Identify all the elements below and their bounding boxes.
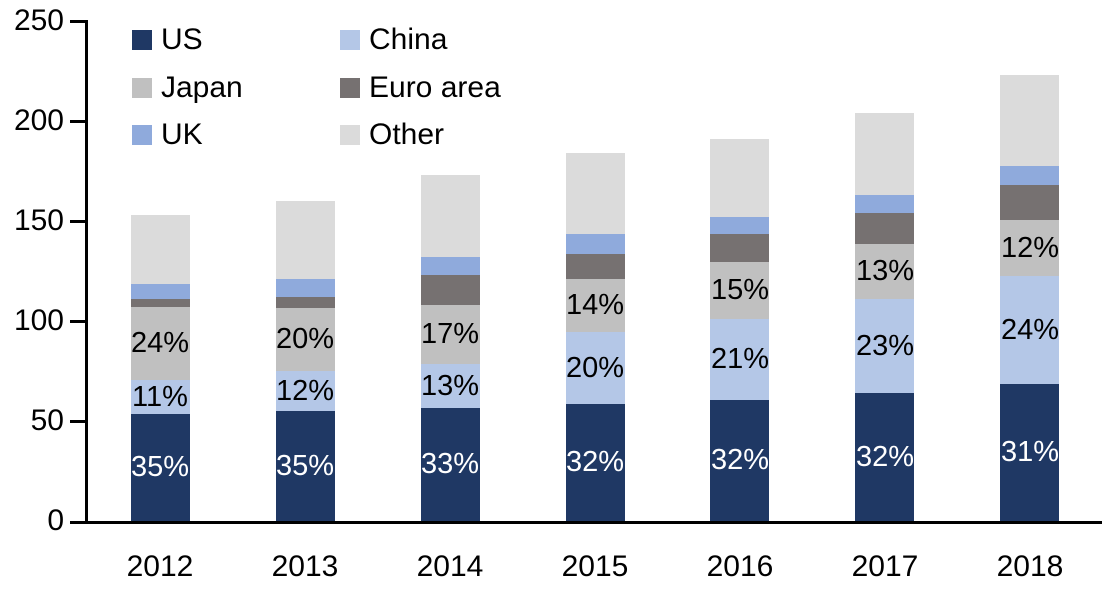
y-tick-mark bbox=[70, 420, 88, 423]
bar-segment-other-2015 bbox=[566, 153, 625, 234]
bar-segment-us-2016 bbox=[710, 400, 769, 521]
bar-segment-euro-area-2015 bbox=[566, 254, 625, 279]
bar-segment-euro-area-2017 bbox=[855, 213, 914, 244]
legend-label-us: US bbox=[161, 23, 203, 56]
bar-segment-other-2012 bbox=[131, 215, 190, 284]
legend-item-uk: UK bbox=[132, 117, 203, 153]
x-tick-label: 2017 bbox=[851, 550, 919, 583]
legend-item-other: Other bbox=[340, 117, 444, 153]
bar-segment-china-2017 bbox=[855, 299, 914, 393]
legend-swatch-china bbox=[340, 30, 360, 50]
bar-segment-other-2014 bbox=[421, 175, 480, 257]
bar-segment-japan-2016 bbox=[710, 262, 769, 319]
bar-segment-us-2013 bbox=[276, 411, 335, 521]
legend-item-euro-area: Euro area bbox=[340, 70, 501, 106]
bar-segment-uk-2016 bbox=[710, 217, 769, 234]
bar-segment-euro-area-2018 bbox=[1000, 185, 1059, 220]
bar-segment-euro-area-2014 bbox=[421, 275, 480, 305]
x-tick-label: 2014 bbox=[416, 550, 484, 583]
x-tick-label: 2016 bbox=[706, 550, 774, 583]
bar-segment-euro-area-2016 bbox=[710, 234, 769, 262]
bar-segment-japan-2018 bbox=[1000, 220, 1059, 276]
x-tick-label: 2018 bbox=[996, 550, 1064, 583]
legend-swatch-japan bbox=[132, 78, 152, 98]
bar-segment-other-2017 bbox=[855, 113, 914, 195]
bar-segment-uk-2014 bbox=[421, 257, 480, 275]
x-tick-label: 2015 bbox=[561, 550, 629, 583]
bar-segment-uk-2018 bbox=[1000, 166, 1059, 185]
bar-segment-us-2012 bbox=[131, 414, 190, 521]
bar-segment-japan-2014 bbox=[421, 305, 480, 364]
y-axis-line bbox=[85, 20, 88, 524]
y-tick-label: 200 bbox=[13, 104, 64, 137]
legend-swatch-uk bbox=[132, 125, 152, 145]
bar-segment-us-2018 bbox=[1000, 384, 1059, 521]
legend-swatch-us bbox=[132, 30, 152, 50]
legend-swatch-other bbox=[340, 125, 360, 145]
bar-segment-uk-2013 bbox=[276, 279, 335, 297]
legend-label-other: Other bbox=[369, 118, 445, 151]
y-tick-mark bbox=[70, 20, 88, 23]
legend-label-uk: UK bbox=[161, 118, 203, 151]
y-tick-label: 50 bbox=[30, 404, 64, 437]
bar-segment-other-2016 bbox=[710, 139, 769, 217]
bar-segment-euro-area-2012 bbox=[131, 299, 190, 307]
legend-item-china: China bbox=[340, 22, 447, 58]
legend-label-euro-area: Euro area bbox=[369, 71, 501, 104]
bar-segment-china-2018 bbox=[1000, 276, 1059, 384]
bar-segment-china-2012 bbox=[131, 380, 190, 414]
x-tick-label: 2013 bbox=[271, 550, 339, 583]
bar-segment-china-2015 bbox=[566, 332, 625, 404]
legend-label-japan: Japan bbox=[161, 71, 243, 104]
bar-segment-china-2016 bbox=[710, 319, 769, 400]
y-tick-mark bbox=[70, 120, 88, 123]
bar-segment-china-2014 bbox=[421, 364, 480, 408]
bar-segment-japan-2012 bbox=[131, 307, 190, 380]
x-tick-label: 2012 bbox=[126, 550, 194, 583]
bar-segment-japan-2015 bbox=[566, 279, 625, 332]
legend-item-japan: Japan bbox=[132, 70, 243, 106]
y-tick-mark bbox=[70, 220, 88, 223]
x-axis-line bbox=[70, 521, 1102, 524]
y-tick-label: 150 bbox=[13, 204, 64, 237]
bar-segment-uk-2017 bbox=[855, 195, 914, 213]
legend-swatch-euro-area bbox=[340, 78, 360, 98]
bar-segment-uk-2012 bbox=[131, 284, 190, 299]
bar-segment-uk-2015 bbox=[566, 234, 625, 254]
y-tick-mark bbox=[70, 320, 88, 323]
bar-segment-us-2015 bbox=[566, 404, 625, 521]
y-tick-label: 100 bbox=[13, 304, 64, 337]
bar-segment-us-2014 bbox=[421, 408, 480, 521]
bar-segment-japan-2017 bbox=[855, 244, 914, 299]
legend-item-us: US bbox=[132, 22, 203, 58]
bar-segment-japan-2013 bbox=[276, 308, 335, 371]
y-tick-label: 0 bbox=[47, 504, 64, 537]
y-tick-label: 250 bbox=[13, 4, 64, 37]
bar-segment-us-2017 bbox=[855, 393, 914, 521]
bar-segment-china-2013 bbox=[276, 371, 335, 411]
bar-segment-other-2018 bbox=[1000, 75, 1059, 166]
legend-label-china: China bbox=[369, 23, 448, 56]
bar-segment-other-2013 bbox=[276, 201, 335, 279]
bar-segment-euro-area-2013 bbox=[276, 297, 335, 308]
